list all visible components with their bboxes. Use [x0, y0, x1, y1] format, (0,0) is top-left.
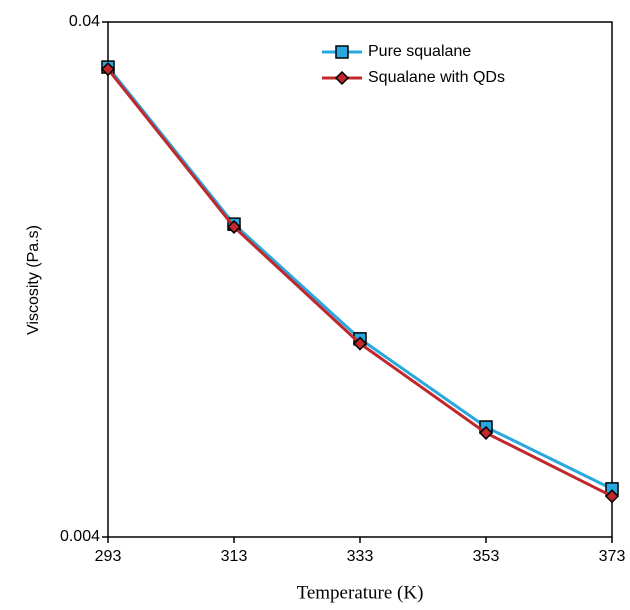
data-point [100, 62, 116, 77]
legend-label: Squalane with QDs [368, 69, 505, 86]
data-point [604, 489, 620, 504]
series-line [106, 68, 613, 498]
y-tick-label: 0.04 [69, 13, 100, 30]
series-line [106, 66, 613, 491]
legend-marker [334, 70, 350, 86]
data-point [478, 425, 494, 440]
y-tick-label: 0.004 [60, 528, 100, 545]
x-tick-label: 333 [347, 548, 374, 565]
y-axis-label: Viscosity (Pa.s) [25, 225, 42, 335]
x-tick-label: 313 [221, 548, 248, 565]
x-tick-label: 353 [473, 548, 500, 565]
x-axis-label: Temperature (K) [297, 582, 424, 603]
x-tick-label: 373 [599, 548, 626, 565]
data-point [226, 219, 242, 234]
x-tick-label: 293 [95, 548, 122, 565]
legend-label: Pure squalane [368, 43, 471, 60]
data-point [352, 336, 368, 351]
legend-marker [335, 45, 349, 59]
